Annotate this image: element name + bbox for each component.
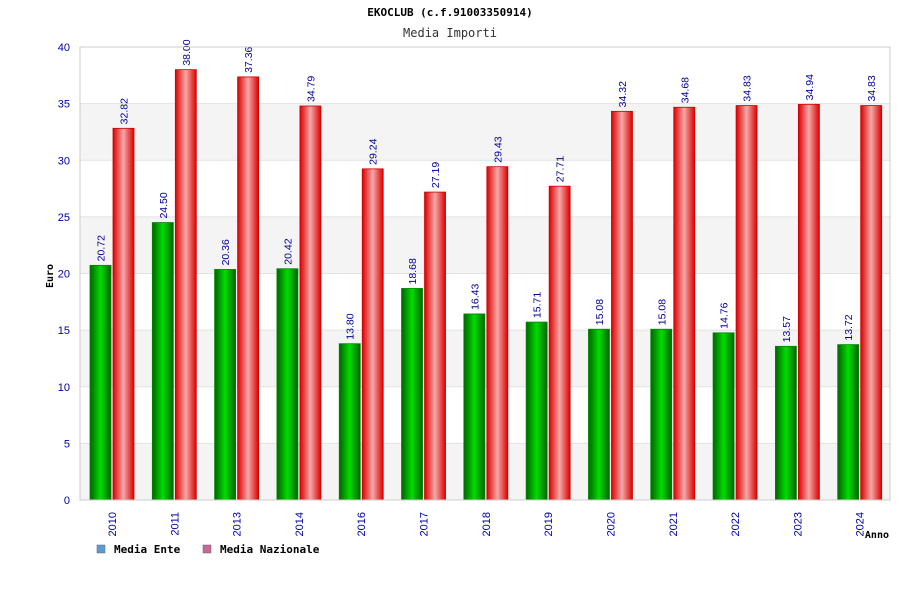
- y-axis-ticks: 0 5 10 15 20 25 30 35 40: [58, 42, 70, 507]
- chart-subtitle: Media Importi: [403, 26, 497, 40]
- value-label: 13.80: [345, 313, 357, 339]
- bar-media-nazionale: [174, 69, 197, 501]
- value-label: 20.36: [220, 239, 232, 265]
- bar-media-nazionale: [860, 105, 883, 501]
- value-label: 20.42: [282, 238, 294, 264]
- value-label: 16.43: [469, 283, 481, 309]
- bar-media-ente: [463, 313, 486, 501]
- value-label: 32.82: [119, 98, 131, 124]
- value-label: 27.71: [555, 156, 567, 182]
- bar-media-nazionale: [735, 105, 758, 501]
- bar-media-ente: [712, 332, 735, 501]
- bar-media-nazionale: [361, 168, 384, 501]
- plot-band: [80, 47, 890, 104]
- value-label: 34.83: [742, 75, 754, 101]
- value-label: 13.57: [781, 316, 793, 342]
- x-tick-label: 2013: [232, 512, 244, 536]
- x-tick-label: 2023: [792, 512, 804, 536]
- bar-media-nazionale: [112, 127, 135, 501]
- y-tick-label: 15: [58, 325, 70, 337]
- bar-media-ente: [214, 269, 237, 501]
- x-tick-label: 2022: [730, 512, 742, 536]
- value-labels: 20.72 32.82 24.50 38.00 20.36 37.36 20.42 34.79…: [96, 39, 879, 342]
- legend-label: Media Ente: [114, 543, 181, 556]
- legend: Media Ente Media Nazionale: [96, 543, 320, 556]
- value-label: 34.32: [617, 81, 629, 107]
- bar-media-ente: [338, 343, 361, 501]
- bar-media-nazionale: [486, 166, 509, 501]
- bar-media-nazionale: [237, 76, 260, 501]
- bar-media-ente: [276, 268, 299, 501]
- legend-label: Media Nazionale: [220, 543, 320, 556]
- value-label: 29.24: [368, 138, 380, 164]
- bar-media-nazionale: [797, 103, 820, 501]
- value-label: 18.68: [407, 258, 419, 284]
- y-tick-label: 5: [64, 438, 70, 450]
- y-tick-label: 35: [58, 99, 70, 111]
- bar-media-ente: [588, 328, 610, 501]
- bar-media-nazionale: [299, 105, 322, 501]
- plot-band: [80, 216, 890, 274]
- bar-media-nazionale: [548, 185, 571, 501]
- y-tick-label: 10: [58, 382, 70, 394]
- value-label: 38.00: [181, 39, 193, 65]
- value-label: 34.94: [804, 74, 816, 100]
- value-label: 14.76: [719, 302, 731, 328]
- value-label: 29.43: [492, 136, 504, 162]
- x-axis-label: Anno: [865, 530, 889, 541]
- value-label: 34.79: [305, 76, 317, 102]
- value-label: 15.71: [532, 292, 544, 318]
- x-tick-label: 2019: [543, 512, 555, 536]
- y-tick-label: 40: [58, 42, 70, 54]
- bar-media-nazionale: [673, 106, 696, 501]
- bar-media-nazionale: [611, 110, 633, 501]
- bar-media-nazionale: [424, 191, 446, 501]
- bar-media-ente: [401, 288, 423, 501]
- x-tick-label: 2024: [855, 512, 867, 536]
- plot-band: [80, 160, 890, 217]
- bar-media-ente: [837, 344, 860, 501]
- chart-title: EKOCLUB (c.f.91003350914): [367, 6, 533, 19]
- x-tick-label: 2021: [668, 512, 680, 536]
- value-label: 20.72: [96, 235, 108, 261]
- x-tick-label: 2010: [107, 512, 119, 536]
- y-tick-label: 0: [64, 495, 70, 507]
- bar-media-ente: [774, 345, 797, 501]
- y-tick-label: 30: [58, 155, 70, 167]
- y-tick-label: 20: [58, 269, 70, 281]
- x-tick-label: 2011: [169, 512, 181, 536]
- value-label: 27.19: [430, 162, 442, 188]
- value-label: 13.72: [843, 314, 855, 340]
- x-tick-label: 2016: [356, 512, 368, 536]
- bar-media-ente: [525, 321, 548, 501]
- plot-frame: [79, 46, 891, 501]
- value-label: 37.36: [243, 46, 255, 72]
- value-label: 15.08: [594, 299, 606, 325]
- value-label: 34.83: [866, 75, 878, 101]
- value-label: 24.50: [158, 192, 170, 218]
- bars: [89, 69, 883, 501]
- value-label: 15.08: [656, 299, 668, 325]
- value-label: 34.68: [679, 77, 691, 103]
- bar-media-ente: [650, 328, 673, 501]
- legend-swatch: [202, 544, 212, 554]
- x-tick-label: 2017: [419, 512, 431, 536]
- legend-swatch: [96, 544, 106, 554]
- y-tick-label: 25: [58, 212, 70, 224]
- bar-media-ente: [89, 264, 112, 501]
- x-axis-ticks: 2010 2011 2013 2014 2016 2017 2018 2019 2020 2021…: [107, 512, 867, 536]
- x-tick-label: 2020: [605, 512, 617, 536]
- plot-band: [80, 103, 890, 161]
- y-axis-label: Euro: [45, 264, 56, 288]
- x-tick-label: 2014: [294, 512, 306, 536]
- x-tick-label: 2018: [481, 512, 493, 536]
- bar-media-ente: [151, 222, 174, 501]
